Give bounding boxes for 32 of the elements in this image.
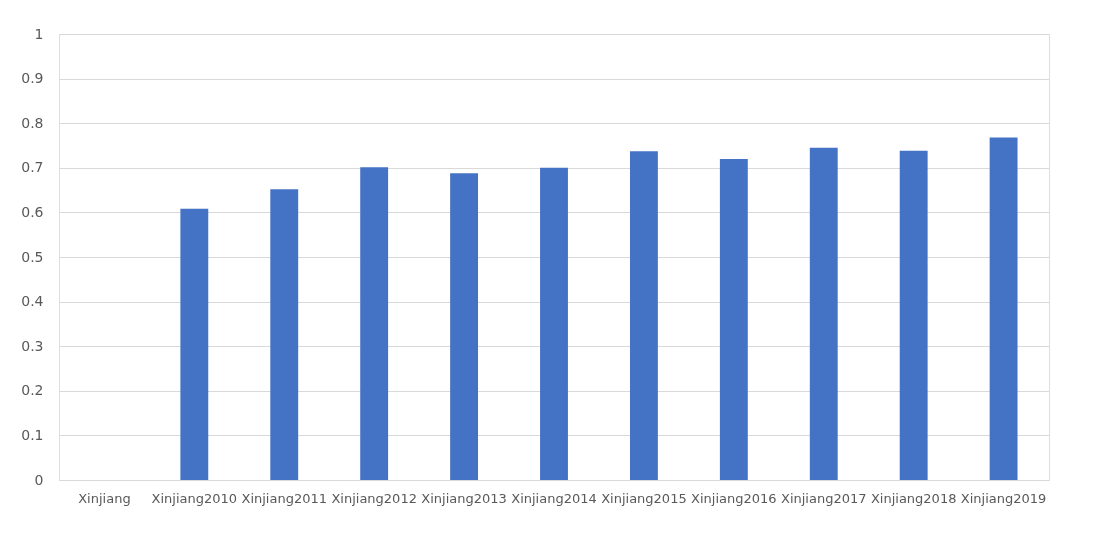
bar bbox=[360, 167, 389, 480]
x-tick-label: Xinjiang2016 bbox=[691, 490, 777, 506]
bar bbox=[809, 147, 838, 480]
bar bbox=[450, 173, 479, 480]
x-tick-label: Xinjiang2010 bbox=[151, 490, 238, 506]
bar bbox=[270, 189, 299, 480]
y-tick-label: 1 bbox=[34, 25, 44, 42]
bar bbox=[899, 150, 928, 480]
x-tick-label: Xinjiang2018 bbox=[870, 490, 957, 506]
bar bbox=[180, 208, 209, 480]
y-tick-label: 0.4 bbox=[21, 293, 44, 310]
y-tick-label: 0.1 bbox=[21, 426, 44, 443]
x-tick-label: Xinjiang2013 bbox=[421, 490, 507, 506]
x-tick-label: Xinjiang2014 bbox=[511, 490, 597, 506]
y-tick-label: 0 bbox=[34, 471, 44, 488]
y-tick-label: 0.2 bbox=[21, 382, 44, 399]
x-tick-label: Xinjiang2019 bbox=[960, 490, 1047, 506]
x-tick-label: Xinjiang bbox=[78, 490, 131, 506]
x-tick-label: Xinjiang2015 bbox=[601, 490, 687, 506]
y-tick-label: 0.9 bbox=[21, 70, 44, 87]
y-tick-label: 0.8 bbox=[21, 114, 44, 131]
bar bbox=[540, 167, 568, 480]
y-tick-label: 0.3 bbox=[21, 337, 44, 354]
bar bbox=[989, 137, 1018, 480]
x-tick-label: Xinjiang2012 bbox=[331, 490, 417, 506]
x-tick-label: Xinjiang2017 bbox=[780, 490, 867, 506]
y-tick-label: 0.6 bbox=[21, 203, 44, 220]
y-tick-label: 0.7 bbox=[21, 159, 44, 176]
bar bbox=[719, 158, 748, 480]
y-tick-label: 0.5 bbox=[21, 248, 44, 265]
x-tick-label: Xinjiang2011 bbox=[241, 490, 328, 506]
bar bbox=[629, 151, 658, 480]
